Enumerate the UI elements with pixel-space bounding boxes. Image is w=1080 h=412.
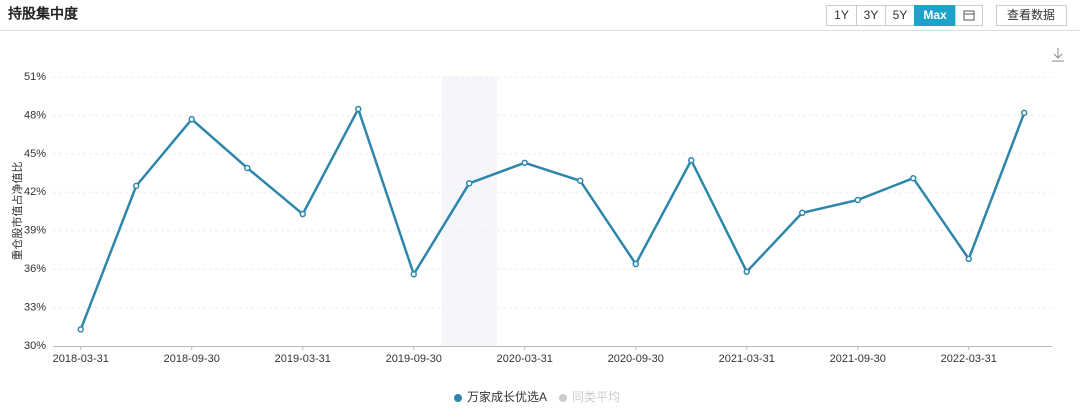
range-button-label[interactable]: 1Y <box>834 8 849 22</box>
y-tick-label: 33% <box>24 301 46 313</box>
plot: 30% 33% 36% 39% 42% 45% 48% 51% 2018-03-31 2018-0… <box>24 71 1052 365</box>
x-tick-label: 2018-09-30 <box>164 353 220 365</box>
y-axis-label: 重仓股市值占净值比 <box>10 162 24 261</box>
data-point <box>188 116 195 123</box>
x-tick-label: 2019-03-31 <box>275 353 331 365</box>
x-tick-label: 2020-09-30 <box>608 353 664 365</box>
data-point <box>410 271 417 278</box>
download-icon[interactable] <box>1052 48 1064 62</box>
y-tick-label: 51% <box>24 71 46 83</box>
legend-marker[interactable] <box>454 394 462 402</box>
y-tick-label: 30% <box>24 340 46 352</box>
y-tick-label: 42% <box>24 186 46 198</box>
calendar-button[interactable] <box>955 5 983 26</box>
view-data-label[interactable]: 查看数据 <box>1007 7 1055 22</box>
x-tick-label: 2021-03-31 <box>719 353 775 365</box>
range-button-label[interactable]: Max <box>923 8 947 22</box>
x-tick-label: 2018-03-31 <box>53 353 109 365</box>
legend-label[interactable]: 万家成长优选A <box>467 389 547 404</box>
x-tick-label: 2022-03-31 <box>941 353 997 365</box>
series-line <box>79 107 1026 330</box>
page-title: 持股集中度 <box>8 6 79 22</box>
data-point <box>77 326 84 333</box>
range-button-label[interactable]: 5Y <box>893 8 908 22</box>
y-tick-label: 36% <box>24 263 46 275</box>
data-point <box>299 210 306 218</box>
x-tick-label: 2020-03-31 <box>497 353 553 365</box>
range-button-label[interactable]: 3Y <box>864 8 879 22</box>
hover-band <box>441 77 497 346</box>
legend-label[interactable]: 同类平均 <box>572 390 620 404</box>
data-point <box>355 105 362 113</box>
data-point <box>799 209 806 217</box>
view-data-frame[interactable] <box>996 5 1067 26</box>
data-point <box>133 182 140 190</box>
data-point <box>688 157 695 164</box>
data-point <box>632 260 639 268</box>
controls: 1Y 3Y 5Y Max <box>826 5 956 26</box>
calendar-button-frame[interactable] <box>955 5 983 26</box>
y-tick-label: 45% <box>24 148 46 160</box>
data-point <box>466 180 473 187</box>
data-point <box>910 174 917 182</box>
x-tick-label: 2019-09-30 <box>386 353 442 365</box>
data-point <box>521 159 528 167</box>
calendar-icon <box>963 10 975 21</box>
data-point <box>244 164 251 172</box>
legend-marker[interactable] <box>559 394 567 402</box>
data-point <box>577 177 584 185</box>
y-tick-label: 48% <box>24 109 46 121</box>
y-tick-label: 39% <box>24 225 46 237</box>
view-data-button[interactable]: 查看数据 <box>996 5 1067 26</box>
data-point <box>854 196 861 204</box>
x-tick-label: 2021-09-30 <box>830 353 886 365</box>
download-glyph[interactable] <box>1052 48 1064 62</box>
data-point <box>1021 109 1028 117</box>
data-point <box>743 268 750 275</box>
data-point <box>965 255 972 263</box>
